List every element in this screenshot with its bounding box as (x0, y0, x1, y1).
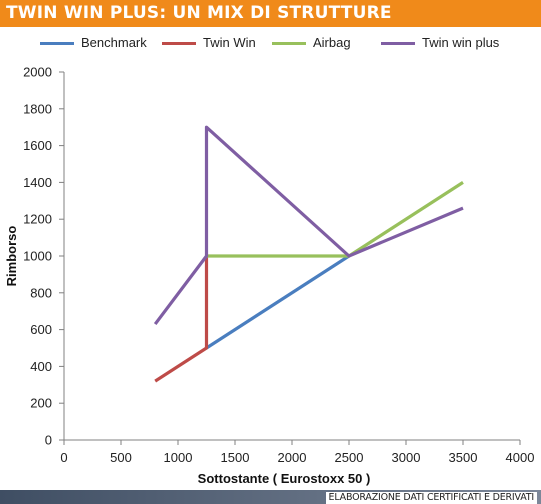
y-tick-label: 1000 (23, 249, 52, 264)
y-tick-label: 600 (30, 322, 52, 337)
y-axis-title: Rimborso (4, 226, 19, 287)
x-tick-label: 4000 (506, 450, 535, 465)
x-tick-label: 3500 (449, 450, 478, 465)
x-tick-label: 2500 (335, 450, 364, 465)
y-tick-label: 2000 (23, 65, 52, 80)
legend-label: Airbag (313, 35, 351, 50)
legend-swatch (162, 42, 196, 45)
legend-label: Twin win plus (422, 35, 500, 50)
x-tick-label: 500 (110, 450, 132, 465)
y-tick-label: 1600 (23, 138, 52, 153)
y-tick-label: 1400 (23, 175, 52, 190)
y-tick-label: 200 (30, 396, 52, 411)
x-tick-label: 2000 (278, 450, 307, 465)
x-tick-label: 1500 (221, 450, 250, 465)
legend-swatch (40, 42, 74, 45)
y-tick-label: 1200 (23, 212, 52, 227)
x-tick-label: 1000 (164, 450, 193, 465)
x-tick-label: 3000 (392, 450, 421, 465)
legend-label: Benchmark (81, 35, 147, 50)
y-tick-label: 1800 (23, 101, 52, 116)
x-axis-title: Sottostante ( Eurostoxx 50 ) (198, 471, 371, 486)
series-line-twin-win (154, 256, 209, 383)
series-line-twin-win-plus (153, 125, 464, 326)
y-tick-label: 400 (30, 359, 52, 374)
title-bar: TWIN WIN PLUS: UN MIX DI STRUTTURE (0, 0, 541, 27)
chart-legend: Benchmark Twin Win Airbag Twin win plus (0, 33, 541, 53)
source-credit: ELABORAZIONE DATI CERTIFICATI E DERIVATI (325, 492, 537, 504)
series-line-benchmark (205, 254, 350, 350)
x-tick-label: 0 (60, 450, 67, 465)
legend-label: Twin Win (203, 35, 256, 50)
y-tick-label: 0 (45, 433, 52, 448)
legend-swatch (272, 42, 306, 45)
y-tick-label: 800 (30, 285, 52, 300)
chart-title: TWIN WIN PLUS: UN MIX DI STRUTTURE (6, 3, 392, 23)
legend-swatch (381, 42, 415, 45)
